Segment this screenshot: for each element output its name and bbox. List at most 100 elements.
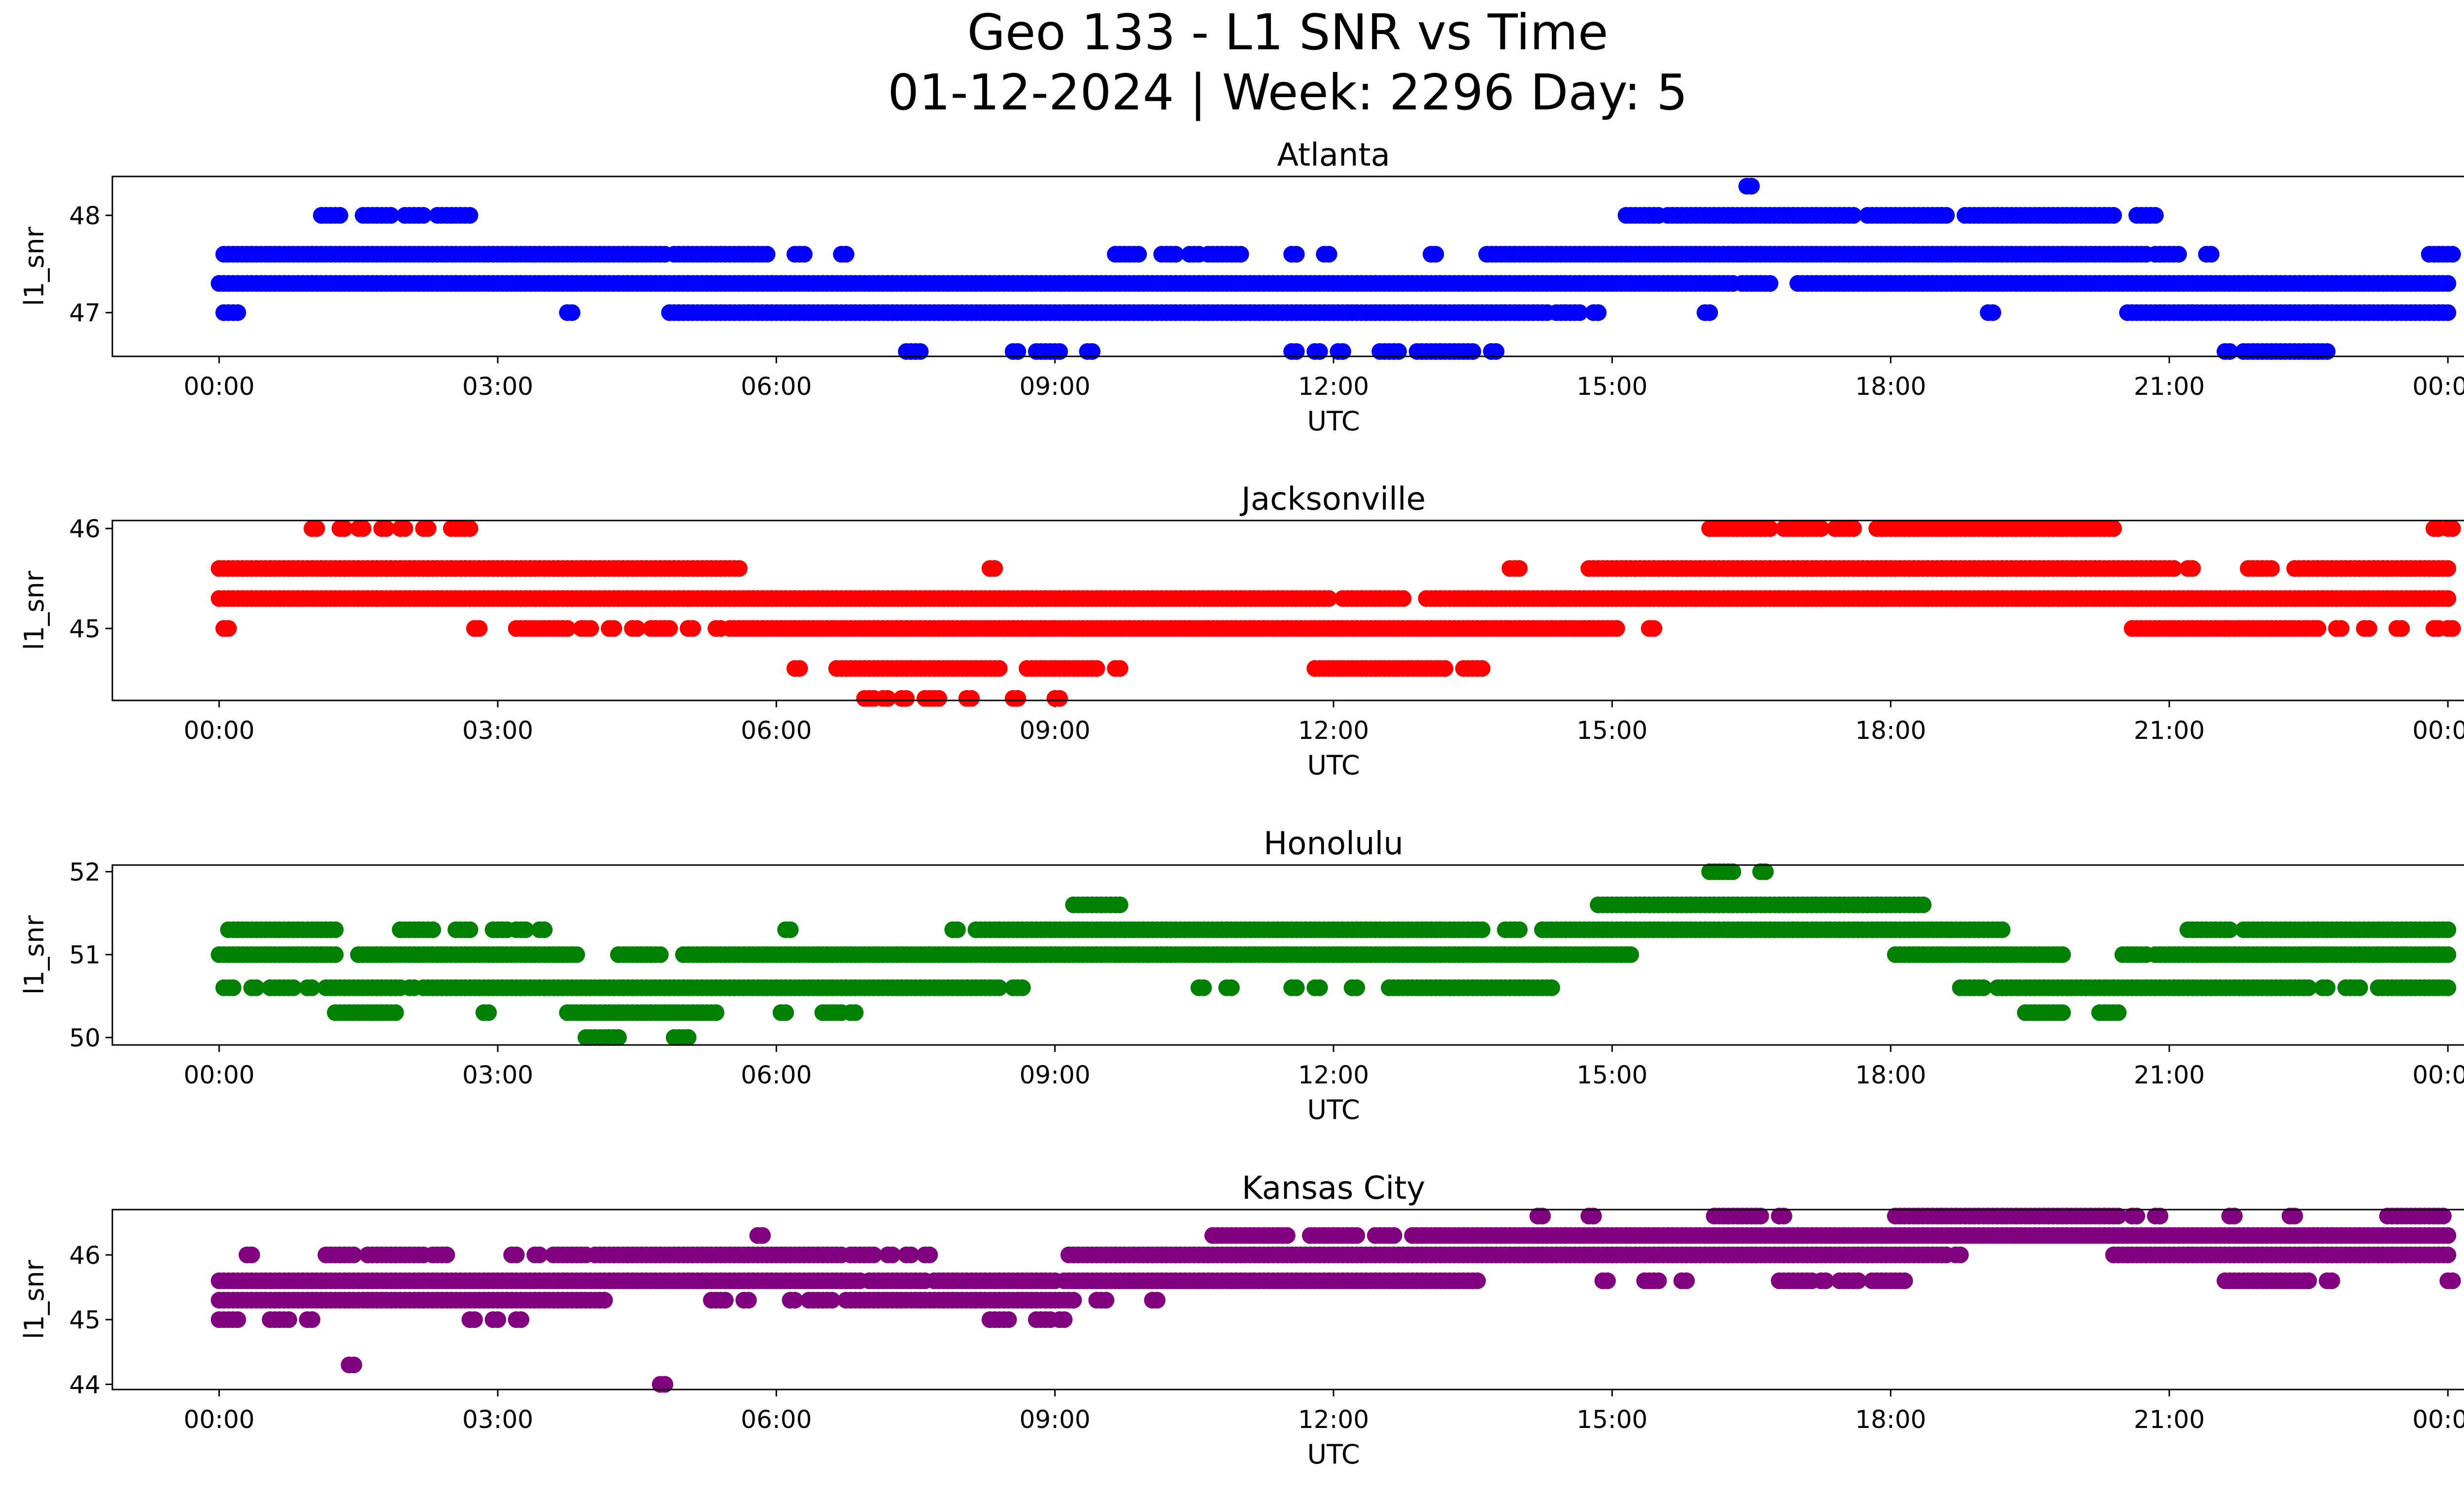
data-point: [1014, 979, 1031, 996]
x-tick-label: 06:00: [741, 1405, 812, 1434]
x-tick-label: 09:00: [1020, 1405, 1091, 1434]
data-point: [1390, 343, 1407, 360]
data-point: [1427, 245, 1444, 263]
data-point: [2444, 620, 2461, 637]
data-points: [210, 863, 2457, 1046]
data-point: [568, 946, 585, 963]
data-point: [707, 1004, 724, 1021]
data-point: [229, 304, 246, 321]
data-point: [2439, 1227, 2457, 1244]
data-point: [1571, 304, 1588, 321]
y-tick-label: 46: [69, 515, 101, 543]
x-tick-label: 09:00: [1020, 1061, 1091, 1089]
data-point: [1195, 979, 1212, 996]
data-point: [1065, 1291, 1082, 1309]
data-point: [1084, 343, 1101, 360]
data-point: [2300, 979, 2317, 996]
data-point: [865, 1246, 883, 1263]
data-point: [2309, 620, 2327, 637]
x-axis-label: UTC: [1307, 750, 1360, 781]
data-point: [1167, 245, 1184, 263]
data-point: [1622, 946, 1639, 963]
data-point: [1938, 207, 1955, 224]
x-tick-label: 21:00: [2134, 372, 2205, 401]
x-tick-label: 18:00: [1855, 1405, 1926, 1434]
x-tick-label: 12:00: [1298, 1405, 1369, 1434]
x-tick-label: 12:00: [1298, 372, 1369, 401]
data-point: [2361, 620, 2378, 637]
plot-frame: [111, 864, 2464, 1046]
data-point: [1334, 343, 1351, 360]
data-point: [1009, 343, 1027, 360]
x-tick-label: 15:00: [1576, 372, 1647, 401]
data-point: [912, 343, 929, 360]
data-point: [731, 560, 748, 577]
x-tick-label: 03:00: [462, 1061, 533, 1089]
data-point: [536, 921, 553, 939]
data-point: [438, 1246, 455, 1263]
x-tick-label: 12:00: [1298, 1061, 1369, 1089]
y-axis-label: l1_snr: [19, 1259, 50, 1339]
data-point: [517, 921, 534, 939]
x-tick-label: 21:00: [2134, 1405, 2205, 1434]
data-point: [1130, 245, 1147, 263]
data-point: [1232, 245, 1249, 263]
data-point: [1761, 520, 1779, 537]
x-tick-label: 15:00: [1576, 1405, 1647, 1434]
data-point: [684, 620, 701, 637]
data-point: [1752, 1208, 1769, 1225]
data-point: [1701, 304, 1718, 321]
x-tick-label: 00:00: [2412, 1061, 2464, 1089]
data-point: [1051, 343, 1068, 360]
data-point: [2110, 1208, 2127, 1225]
x-tick-label: 18:00: [1855, 716, 1926, 745]
data-point: [1348, 979, 1366, 996]
data-point: [1845, 520, 1862, 537]
x-tick-label: 03:00: [462, 372, 533, 401]
data-point: [1775, 1208, 1792, 1225]
data-point: [2444, 520, 2461, 537]
data-point: [1051, 690, 1068, 707]
data-point: [2439, 1246, 2457, 1263]
data-point: [1278, 1227, 1296, 1244]
data-point: [2434, 1208, 2452, 1225]
data-point: [1761, 275, 1779, 292]
data-point: [879, 690, 896, 707]
data-point: [461, 921, 479, 939]
data-point: [559, 620, 576, 637]
data-point: [1993, 921, 2011, 939]
data-point: [480, 1004, 497, 1021]
data-point: [1849, 1272, 1867, 1289]
data-point: [1645, 620, 1663, 637]
data-point: [1599, 1272, 1616, 1289]
data-point: [1585, 1208, 1602, 1225]
data-point: [1469, 1272, 1486, 1289]
data-point: [2439, 946, 2457, 963]
data-points: [210, 520, 2461, 707]
data-point: [1510, 921, 1528, 939]
y-tick-label: 45: [69, 1306, 101, 1334]
y-tick-label: 51: [69, 941, 101, 970]
data-point: [1845, 207, 1862, 224]
data-point: [823, 1291, 841, 1309]
data-point: [1111, 660, 1129, 677]
data-point: [921, 1246, 938, 1263]
x-tick-label: 00:00: [2412, 716, 2464, 745]
x-tick-label: 00:00: [184, 372, 255, 401]
data-point: [248, 979, 265, 996]
data-point: [1311, 343, 1328, 360]
x-tick-label: 21:00: [2134, 716, 2205, 745]
data-point: [382, 207, 400, 224]
data-point: [508, 1246, 525, 1263]
data-point: [1348, 1227, 1366, 1244]
data-point: [837, 245, 855, 263]
data-point: [2105, 520, 2122, 537]
plot-frame: [111, 520, 2464, 701]
data-point: [1097, 1291, 1115, 1309]
data-point: [610, 1029, 627, 1046]
panel-title: Honolulu: [1264, 826, 1403, 862]
data-point: [963, 690, 980, 707]
x-tick-label: 18:00: [1855, 1061, 1926, 1089]
